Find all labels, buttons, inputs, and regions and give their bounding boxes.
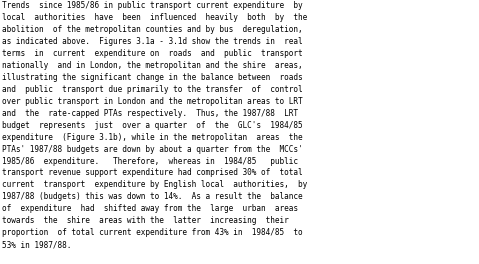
Text: Trends  since 1985/86 in public transport current expenditure  by
local  authori: Trends since 1985/86 in public transport… (2, 1, 308, 249)
